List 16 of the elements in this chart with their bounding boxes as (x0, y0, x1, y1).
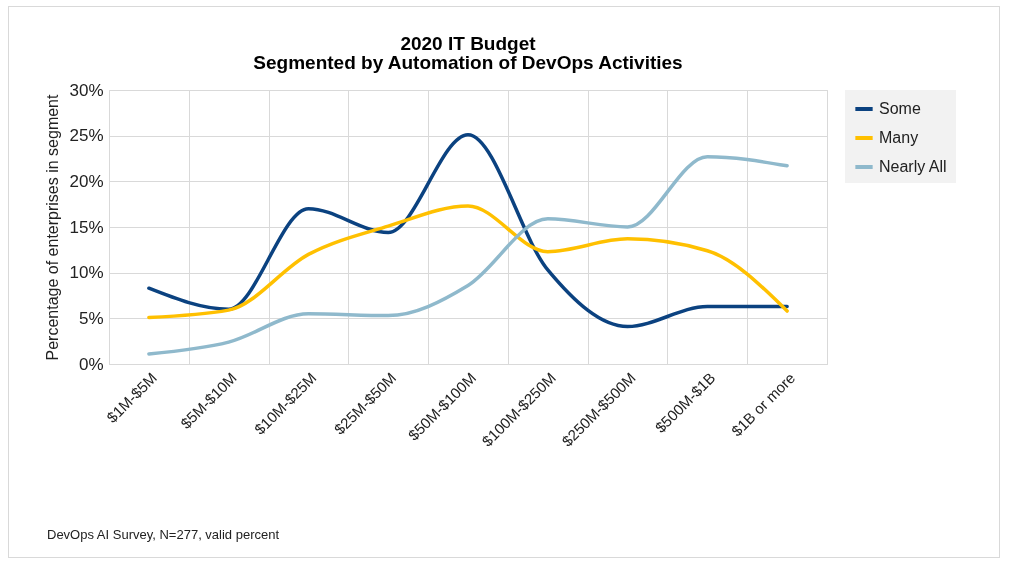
y-tick-label: 30% (69, 80, 104, 100)
legend-label: Many (879, 129, 919, 146)
legend-label: Nearly All (879, 158, 947, 175)
y-tick-label: 25% (69, 126, 104, 146)
line-series (147, 133, 789, 329)
y-tick-label: 5% (78, 308, 104, 328)
y-tick-label: 15% (69, 217, 104, 237)
y-tick-label: 0% (78, 354, 104, 374)
line-series (147, 204, 789, 320)
chart-title: 2020 IT Budget (400, 33, 537, 54)
y-axis-title: Percentage of enterprises in segment (44, 93, 62, 361)
line-series (147, 154, 789, 356)
text: DevOps AI Survey, N=277, valid percent (47, 527, 280, 542)
y-tick-label: 20% (69, 171, 104, 191)
legend-label: Some (879, 100, 921, 117)
y-tick-label: 10% (69, 263, 104, 283)
